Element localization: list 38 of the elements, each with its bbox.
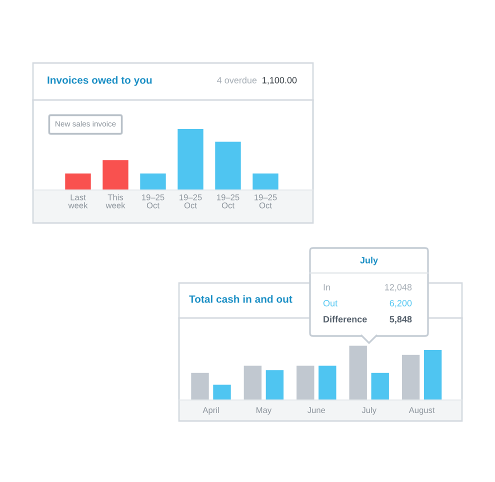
text: 1,100.00 <box>262 77 297 84</box>
text: July <box>360 256 378 266</box>
x-tick-label: July <box>362 406 376 415</box>
bar <box>318 366 336 400</box>
bar <box>349 346 367 400</box>
x-tick-label: April <box>202 406 219 415</box>
bar <box>296 366 314 400</box>
bar <box>215 142 241 190</box>
x-tick-label: 19–25 Oct <box>180 194 202 208</box>
bar <box>266 370 284 400</box>
text: 4 overdue <box>217 76 257 84</box>
x-tick-label: August <box>408 407 435 415</box>
bar <box>402 354 420 400</box>
text: 5,848 <box>390 316 412 324</box>
text: Out <box>323 300 338 306</box>
bar <box>244 366 262 400</box>
bar <box>140 174 166 190</box>
text: 6,200 <box>390 300 412 308</box>
bar <box>213 384 231 400</box>
bar <box>178 129 204 190</box>
x-tick-label: This week <box>106 194 126 208</box>
bar <box>424 350 442 400</box>
chart-title: Invoices owed to you <box>48 76 152 86</box>
bar <box>102 160 128 190</box>
x-tick-label: Last week <box>68 194 88 208</box>
bar <box>371 372 389 400</box>
x-tick-label: June <box>307 407 326 414</box>
x-tick-label: May <box>256 407 272 415</box>
chart-title: Total cash in and out <box>189 295 292 303</box>
text: Difference <box>324 316 367 322</box>
text: 12,048 <box>385 284 412 292</box>
bar <box>65 174 91 190</box>
bar <box>252 174 278 190</box>
x-tick-label: 19–25 Oct <box>254 194 277 208</box>
bar <box>191 372 209 400</box>
x-tick-label: 19–25 Oct <box>217 194 240 208</box>
text: In <box>324 284 330 290</box>
x-tick-label: 19–25 Oct <box>142 194 164 208</box>
